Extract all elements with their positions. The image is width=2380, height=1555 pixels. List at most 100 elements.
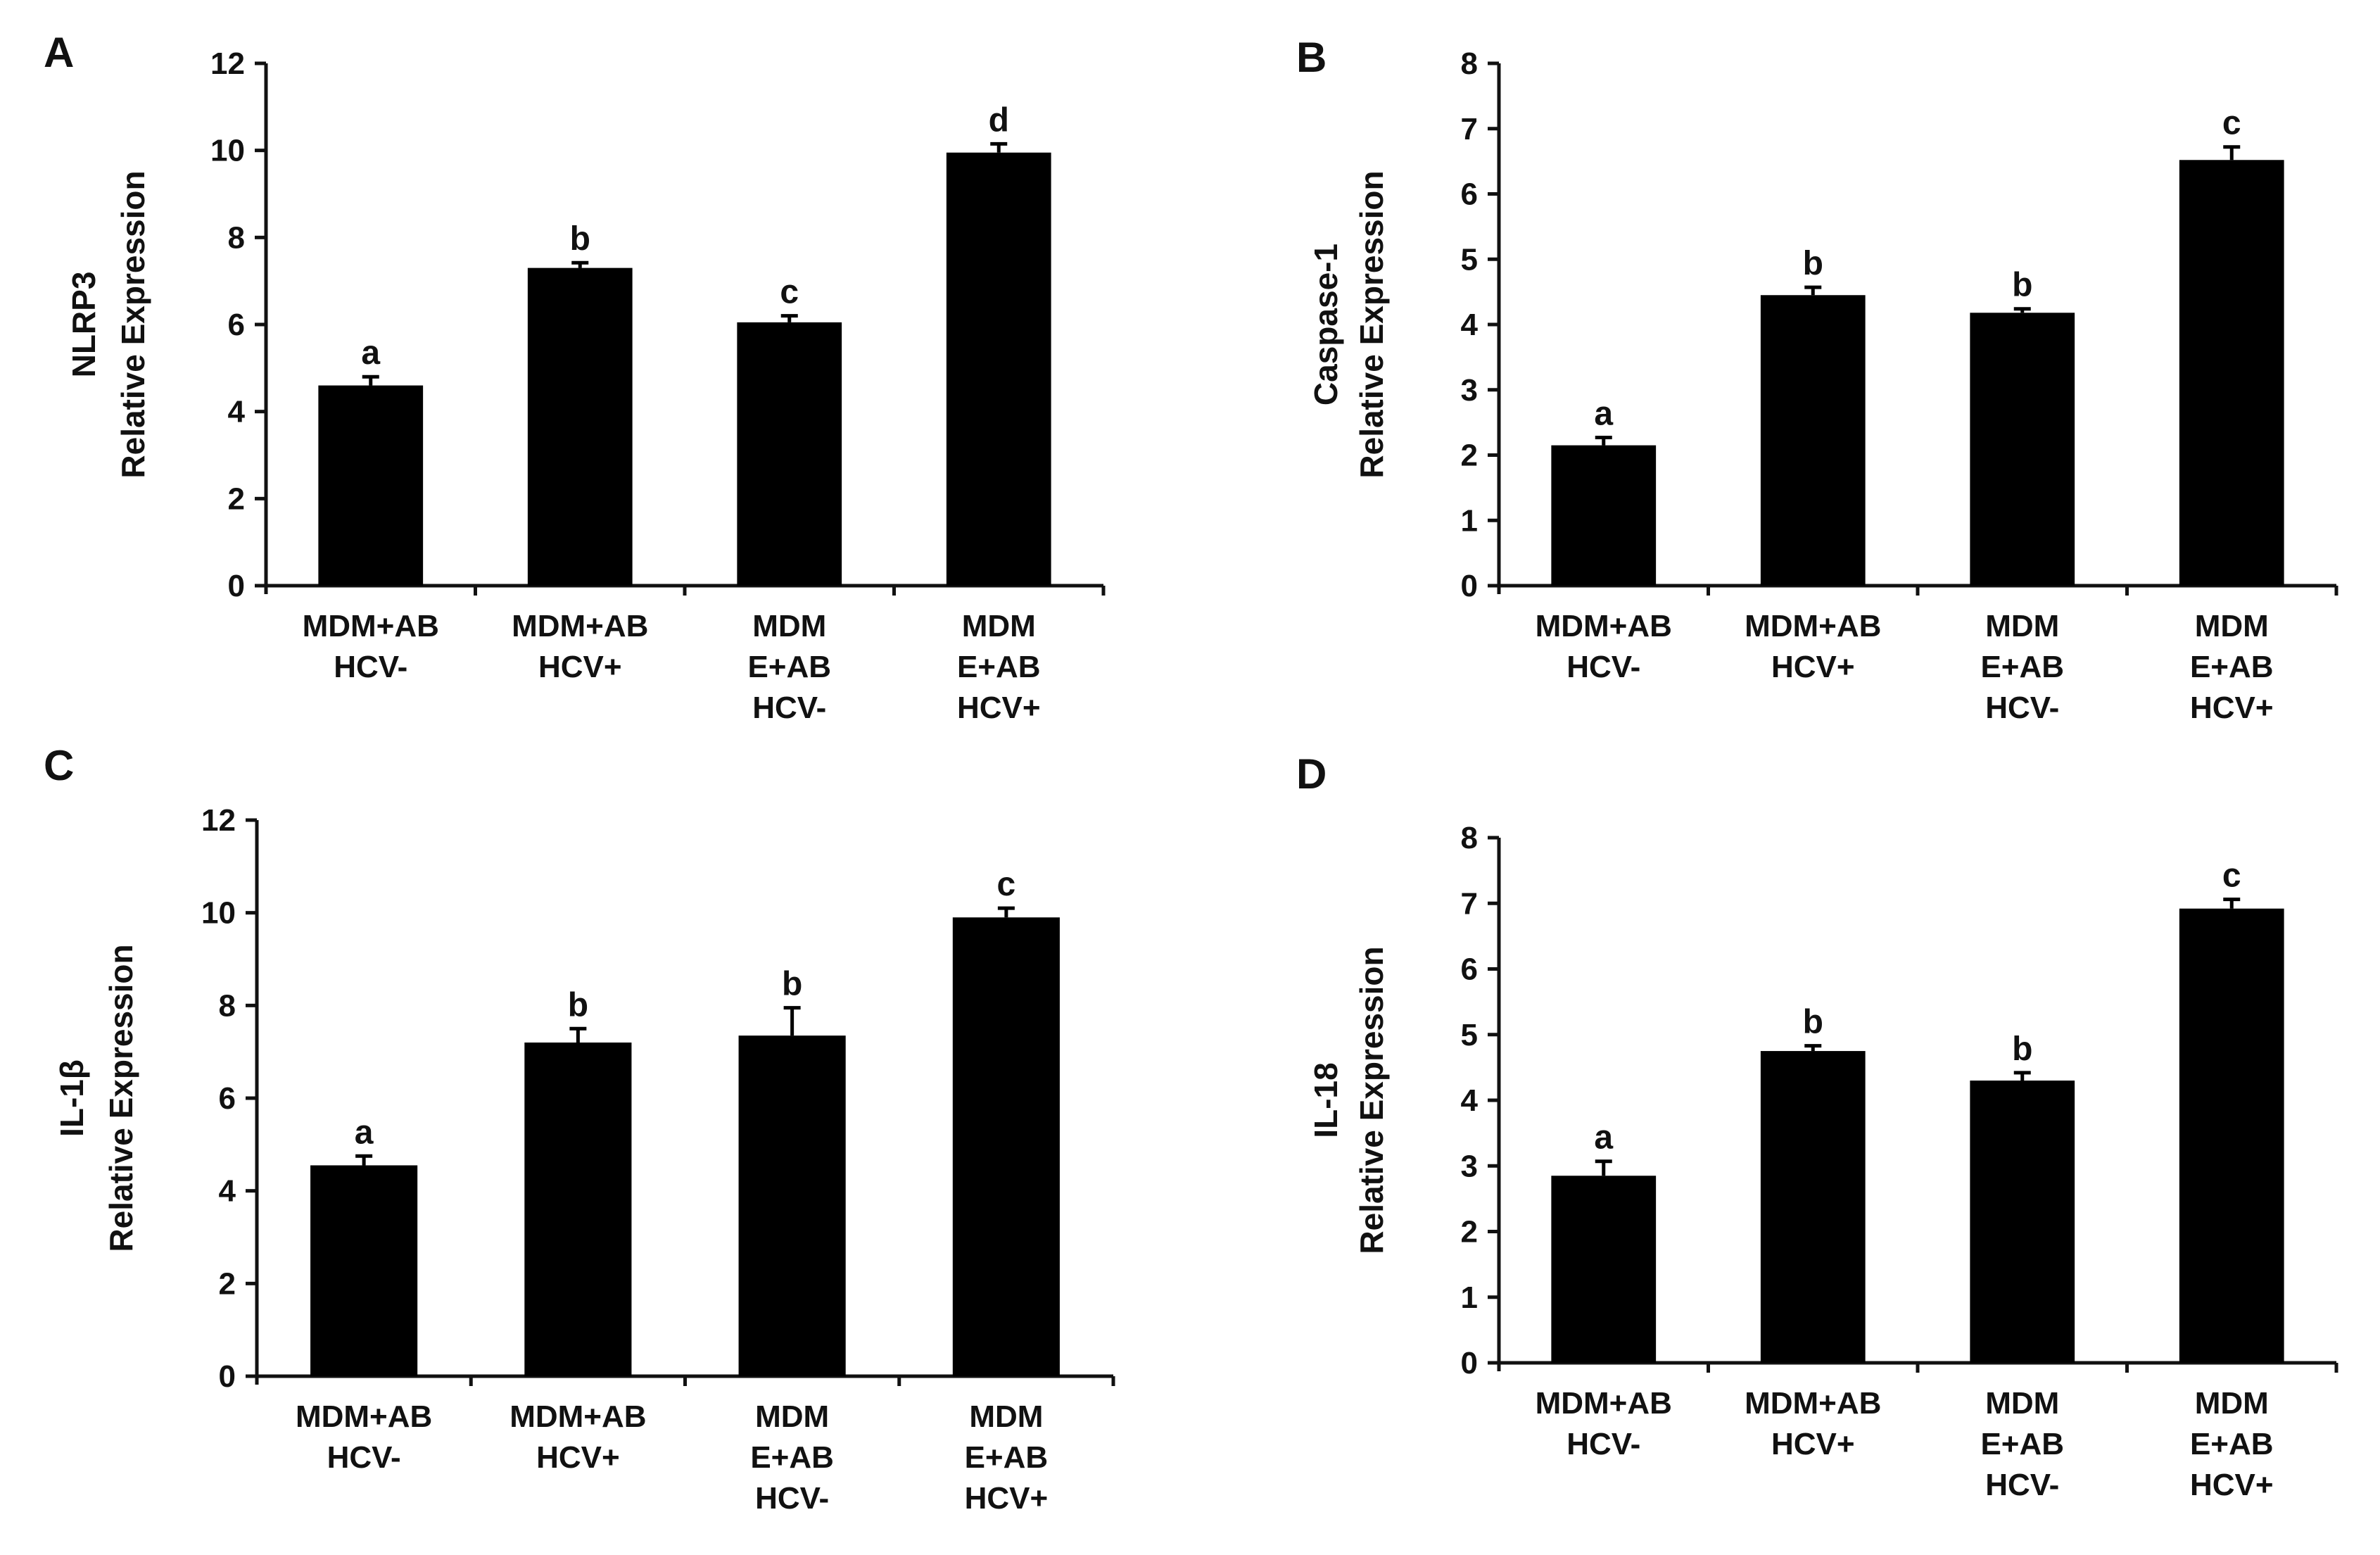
y-tick-label: 6 [228,308,245,342]
significance-label: c [780,274,799,311]
x-category-label: HCV+ [965,1481,1049,1516]
x-category-label: MDM [2195,1386,2269,1421]
x-category-label: E+AB [2190,650,2274,684]
bar [1551,445,1657,586]
panel-a: A NLRP3 Relative Expression 0 2 4 6 8 10 12 a MDM+A… [44,29,1106,725]
bar [1970,1081,2075,1363]
bar [1551,1176,1657,1363]
y-tick-label: 0 [219,1359,236,1394]
significance-label: c [2222,857,2241,895]
y-tick-label: 8 [1461,46,1478,81]
y-tick-label: 0 [1461,1346,1478,1380]
bar [952,917,1060,1376]
x-category-label: MDM+AB [1536,1386,1672,1421]
y-tick-label: 7 [1461,112,1478,146]
x-category-label: HCV- [1985,1468,2059,1502]
x-category-label: HCV- [755,1481,829,1516]
x-category-label: HCV- [1566,1427,1640,1461]
y-tick-label: 2 [1461,1215,1478,1249]
x-category-label: MDM [1985,609,2059,643]
significance-label: b [568,986,588,1024]
panel-letter: A [44,29,74,76]
x-category-label: HCV- [1566,650,1640,684]
y-tick-label: 4 [228,395,246,429]
x-category-label: MDM [755,1399,829,1434]
bar [310,1165,418,1376]
y-tick-label: 5 [1461,1018,1478,1052]
significance-label: b [570,220,590,258]
x-category-label: HCV+ [538,650,622,684]
y-axis-title: IL-18 [1308,1062,1344,1138]
y-axis-title: IL-1β [53,1059,90,1137]
x-category-label: MDM [752,609,826,643]
y-tick-label: 12 [210,46,245,81]
y-tick-label: 4 [1461,1083,1479,1118]
x-category-label: HCV+ [957,691,1041,725]
y-tick-label: 0 [1461,569,1478,603]
bar [524,1043,632,1376]
panel-letter: C [44,742,74,789]
x-category-label: HCV- [327,1440,401,1475]
bar [946,152,1051,586]
x-category-label: MDM+AB [1536,609,1672,643]
x-category-label: MDM+AB [296,1399,432,1434]
bar [1760,1051,1866,1363]
y-tick-label: 12 [201,803,236,838]
y-tick-label: 4 [1461,308,1479,342]
x-category-label: E+AB [750,1440,834,1475]
significance-label: a [1594,395,1613,432]
x-category-label: HCV+ [1771,650,1855,684]
bar [1760,295,1866,586]
y-tick-label: 1 [1461,503,1478,538]
significance-label: d [989,101,1009,139]
y-tick-label: 2 [228,481,245,516]
significance-label: b [1803,1004,1823,1041]
y-tick-label: 8 [1461,821,1478,855]
y-tick-label: 2 [219,1266,236,1301]
y-axis-subtitle: Relative Expression [1353,170,1390,478]
x-category-label: E+AB [747,650,831,684]
y-tick-label: 7 [1461,886,1478,921]
x-category-label: HCV- [1985,691,2059,725]
bar [318,385,424,586]
y-tick-label: 10 [201,896,236,931]
y-axis-title: Caspase-1 [1308,244,1344,405]
y-axis-subtitle: Relative Expression [115,170,151,478]
x-category-label: E+AB [957,650,1041,684]
panel-b: B Caspase-1 Relative Expression 0 1 2 3 4 5 6 7 8 a M… [1296,34,2338,725]
y-tick-label: 8 [219,988,236,1023]
significance-label: b [1803,245,1823,282]
significance-label: c [997,866,1016,903]
x-category-label: HCV+ [2190,1468,2274,1502]
panel-letter: D [1296,750,1327,798]
x-category-label: E+AB [1980,1427,2064,1461]
x-category-label: HCV+ [2190,691,2274,725]
x-category-label: MDM+AB [509,1399,646,1434]
y-axis-subtitle: Relative Expression [103,944,139,1252]
significance-label: a [1594,1119,1613,1157]
x-category-label: MDM [969,1399,1043,1434]
bar [1970,313,2075,586]
x-category-label: E+AB [1980,650,2064,684]
y-tick-label: 10 [210,134,245,168]
y-tick-label: 6 [1461,177,1478,212]
y-tick-label: 8 [228,220,245,255]
significance-label: a [361,334,380,372]
y-tick-label: 3 [1461,1149,1478,1183]
bar [527,267,633,586]
significance-label: b [2012,267,2032,304]
bar [738,1035,846,1376]
bar [2179,908,2284,1363]
y-tick-label: 6 [219,1081,236,1116]
x-category-label: MDM+AB [303,609,439,643]
significance-label: a [355,1114,374,1151]
y-tick-label: 4 [219,1174,236,1209]
y-axis-subtitle: Relative Expression [1353,946,1390,1254]
y-tick-label: 5 [1461,242,1478,277]
y-tick-label: 1 [1461,1280,1478,1315]
x-category-label: MDM [1985,1386,2059,1421]
y-tick-label: 3 [1461,373,1478,408]
x-category-label: HCV- [752,691,826,725]
